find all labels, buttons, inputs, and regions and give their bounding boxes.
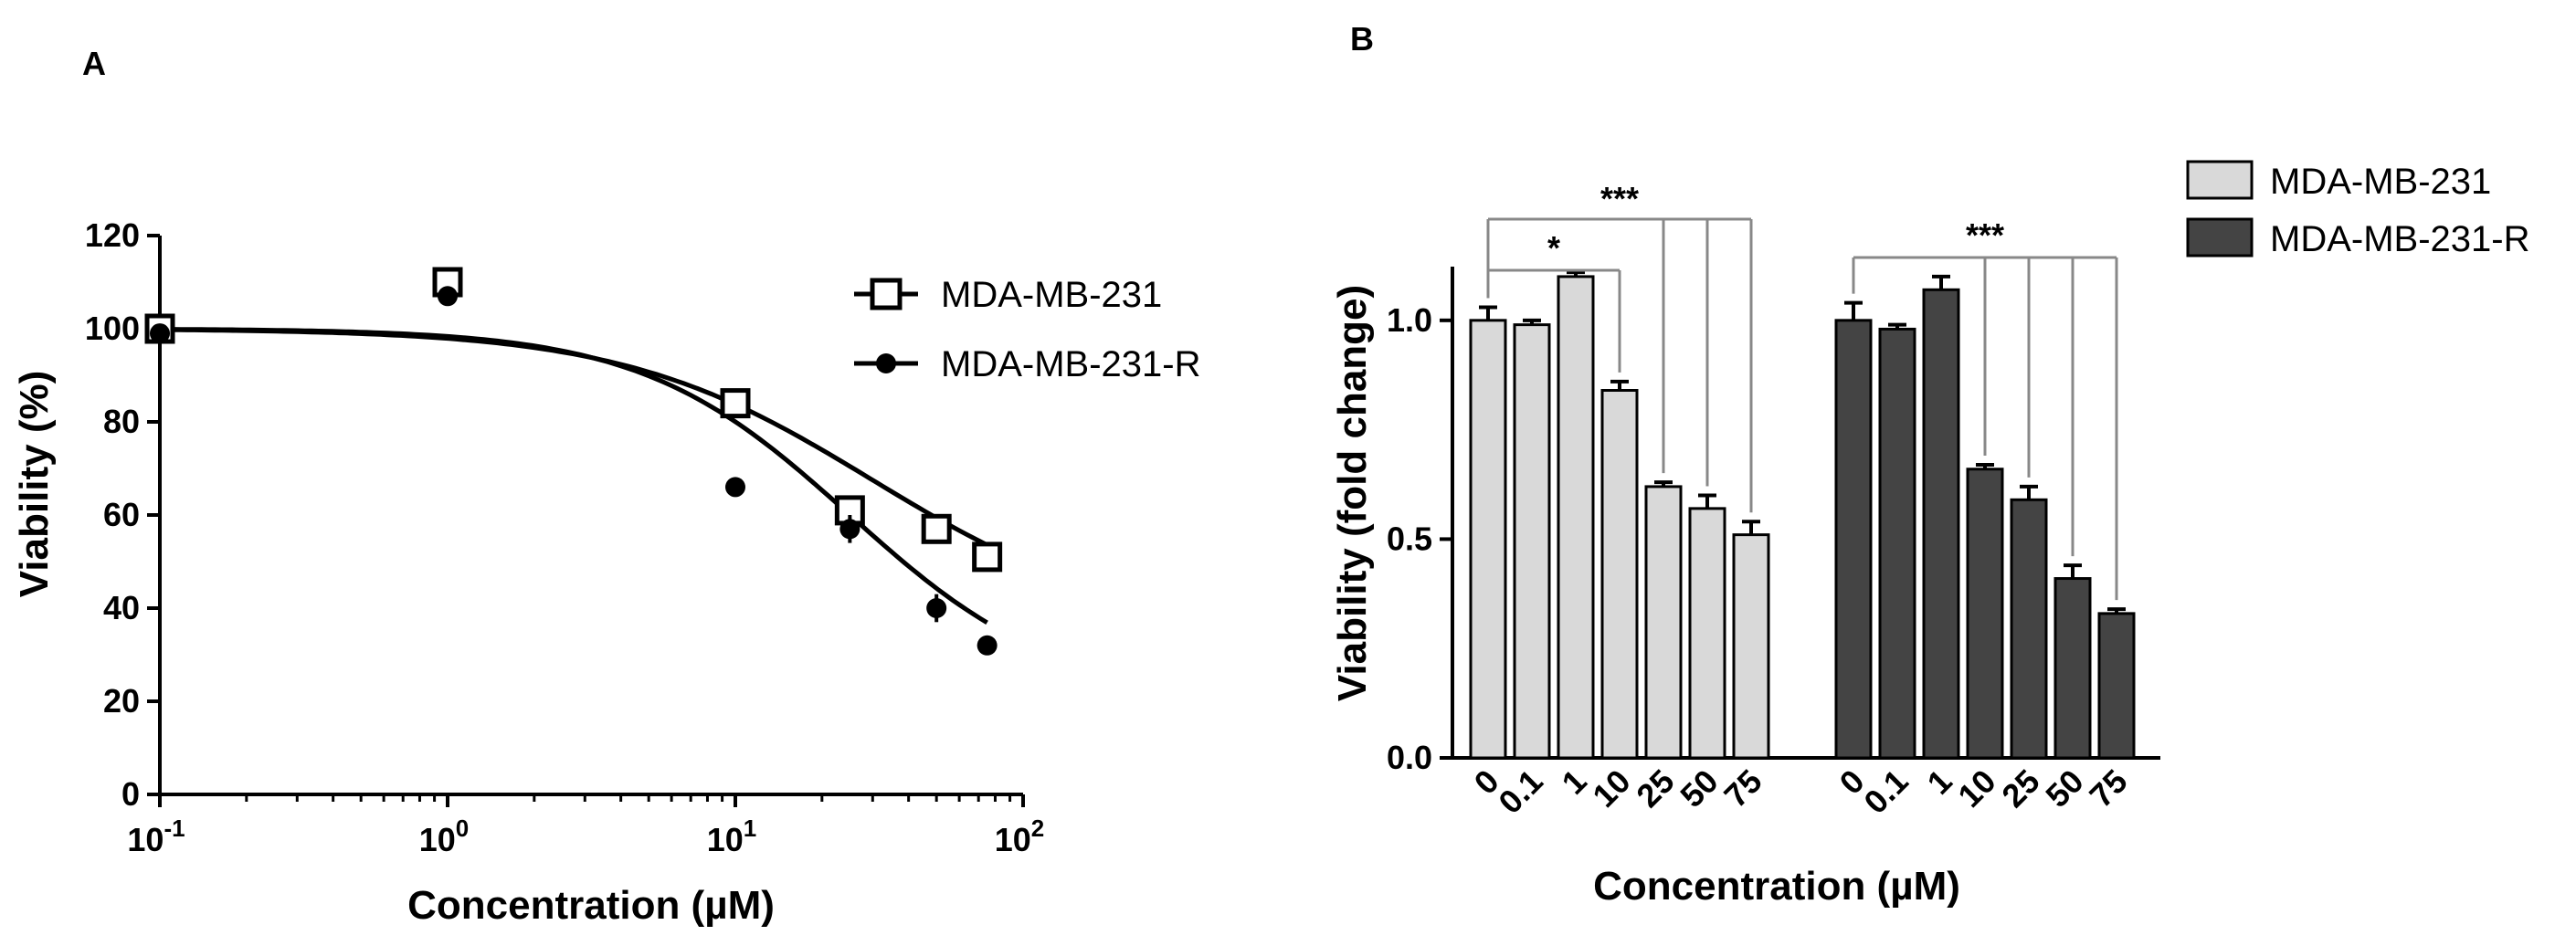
- data-point-mda-mb-231-r: [977, 635, 998, 656]
- panel-a-y-tick-label: 20: [103, 682, 140, 720]
- significance-label: *: [1547, 229, 1560, 267]
- panel-b-y-tick-label: 0.0: [1387, 739, 1432, 776]
- panel-b-significance: *******: [1486, 180, 2118, 601]
- panel-a-y-tick-label: 0: [121, 775, 140, 813]
- bar-mda-mb-231-75: [1732, 533, 1770, 760]
- panel-a-x-axis-title: Concentration (µM): [407, 883, 775, 928]
- data-point-mda-mb-231: [921, 513, 952, 544]
- panel-b-x-tick-label: 75: [1716, 762, 1768, 815]
- panel-a-x-tick-label: 10-1: [127, 815, 185, 858]
- legend-marker-filled-circle: [876, 353, 896, 373]
- bar-mda-mb-231-0: [1469, 319, 1507, 760]
- panel-b-letter: B: [1350, 20, 1374, 58]
- legend-label-mda-mb-231-r: MDA-MB-231-R: [941, 344, 1200, 384]
- data-point-mda-mb-231: [972, 541, 1003, 573]
- panel-b-ticks: 0.0 0.5 1.0: [1387, 301, 1452, 776]
- bar-mda-mb-231-r-0.1: [1878, 327, 1916, 760]
- bar-mda-mb-231-10: [1600, 389, 1639, 760]
- significance-label: ***: [1966, 216, 2004, 254]
- panel-a: A 0 20 40 60 80 100 120 10-1 100 101 102 Concentra…: [12, 45, 1200, 928]
- panel-a-y-axis-title: Viability (%): [12, 371, 57, 598]
- bar-mda-mb-231-r-1: [1922, 288, 1960, 760]
- legend-item-mda-mb-231-r: MDA-MB-231-R: [2186, 217, 2529, 259]
- panel-b-x-tick-label: 75: [2082, 762, 2134, 815]
- panel-a-fit-curves: [159, 327, 988, 625]
- panel-a-y-tick-label: 40: [103, 589, 140, 626]
- legend-marker-open-square: [870, 278, 903, 310]
- bar-mda-mb-231-50: [1688, 507, 1726, 760]
- panel-a-legend: MDA-MB-231 MDA-MB-231-R: [854, 275, 1200, 384]
- data-point-mda-mb-231-r: [150, 323, 170, 344]
- data-point-mda-mb-231: [720, 388, 751, 419]
- panel-a-data-points: [144, 267, 1003, 656]
- panel-a-y-tick-label: 120: [85, 216, 140, 254]
- panel-a-letter: A: [82, 45, 106, 82]
- panel-b-legend: MDA-MB-231 MDA-MB-231-R: [2186, 160, 2529, 259]
- data-point-mda-mb-231-r: [926, 598, 947, 618]
- panel-a-y-tick-label: 80: [103, 403, 140, 440]
- panel-b-x-tick-label: 0.1: [1491, 762, 1549, 821]
- panel-a-ticks: 0 20 40 60 80 100 120 10-1 100 101 102: [85, 216, 1044, 858]
- legend-item-mda-mb-231: MDA-MB-231: [2186, 160, 2491, 202]
- bar-mda-mb-231-r-75: [2097, 612, 2136, 760]
- panel-b-y-tick-label: 0.5: [1387, 520, 1432, 557]
- panel-b-x-tick-label: 1: [1555, 762, 1594, 802]
- panel-b-x-tick-label: 1: [1920, 762, 1959, 802]
- data-point-mda-mb-231-r: [438, 286, 458, 307]
- legend-swatch-dark: [2186, 217, 2254, 258]
- bar-mda-mb-231-1: [1557, 275, 1595, 760]
- significance-label: ***: [1600, 180, 1639, 217]
- panel-a-axes: [158, 236, 1023, 796]
- panel-a-y-tick-label: 100: [85, 310, 140, 347]
- data-point-mda-mb-231-r: [725, 477, 745, 498]
- bar-mda-mb-231-r-25: [2010, 498, 2048, 760]
- bar-mda-mb-231-r-50: [2053, 577, 2092, 760]
- panel-b-x-axis-title: Concentration (µM): [1593, 864, 1960, 909]
- legend-item-mda-mb-231: MDA-MB-231: [854, 275, 1162, 315]
- panel-b-y-axis-title: Viability (fold change): [1330, 285, 1375, 701]
- panel-a-x-tick-label: 102: [995, 815, 1045, 858]
- legend-label-mda-mb-231-r: MDA-MB-231-R: [2270, 219, 2529, 259]
- legend-swatch-light: [2186, 160, 2254, 200]
- bar-mda-mb-231-25: [1644, 485, 1683, 760]
- data-point-mda-mb-231-r: [839, 519, 860, 540]
- bar-mda-mb-231-r-0: [1834, 319, 1873, 760]
- panel-b-y-tick-label: 1.0: [1387, 301, 1432, 339]
- bar-mda-mb-231-r-10: [1966, 468, 2004, 760]
- panel-b-bars: [1469, 270, 2136, 760]
- legend-label-mda-mb-231: MDA-MB-231: [941, 275, 1162, 315]
- bar-mda-mb-231-0.1: [1513, 323, 1551, 760]
- panel-a-y-tick-label: 60: [103, 496, 140, 533]
- legend-label-mda-mb-231: MDA-MB-231: [2270, 162, 2491, 202]
- panel-a-x-tick-label: 100: [419, 815, 470, 858]
- panel-a-x-tick-label: 101: [707, 815, 757, 858]
- panel-b-x-tick-label: 0.1: [1856, 762, 1915, 821]
- legend-item-mda-mb-231-r: MDA-MB-231-R: [854, 344, 1200, 384]
